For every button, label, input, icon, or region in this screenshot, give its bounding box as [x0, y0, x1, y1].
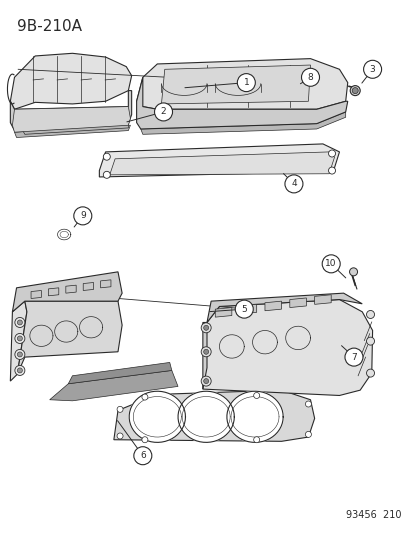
Circle shape — [142, 394, 147, 400]
Circle shape — [201, 376, 211, 386]
Polygon shape — [202, 300, 372, 395]
Polygon shape — [140, 112, 345, 134]
Polygon shape — [12, 107, 130, 132]
Circle shape — [142, 437, 147, 443]
Circle shape — [351, 87, 357, 94]
Polygon shape — [264, 301, 281, 311]
Circle shape — [328, 150, 335, 157]
Circle shape — [305, 431, 311, 438]
Polygon shape — [136, 77, 347, 129]
Circle shape — [74, 207, 92, 225]
Circle shape — [17, 352, 22, 357]
Circle shape — [237, 74, 255, 92]
Polygon shape — [17, 301, 122, 374]
Text: 6: 6 — [140, 451, 145, 460]
Polygon shape — [23, 124, 128, 134]
Circle shape — [366, 310, 374, 319]
Circle shape — [203, 349, 208, 354]
Circle shape — [363, 60, 381, 78]
Polygon shape — [100, 280, 111, 288]
Text: 9: 9 — [80, 212, 85, 220]
Circle shape — [301, 68, 319, 86]
Circle shape — [321, 255, 339, 273]
Polygon shape — [66, 285, 76, 293]
Polygon shape — [161, 65, 310, 104]
Circle shape — [103, 171, 110, 179]
Polygon shape — [31, 290, 41, 298]
Circle shape — [235, 300, 253, 318]
Text: 4: 4 — [290, 180, 296, 188]
Polygon shape — [109, 152, 334, 175]
Circle shape — [366, 369, 374, 377]
Circle shape — [201, 347, 211, 357]
Circle shape — [103, 153, 110, 160]
Circle shape — [201, 323, 211, 333]
Circle shape — [349, 268, 357, 276]
Polygon shape — [10, 53, 131, 109]
Text: 1: 1 — [243, 78, 249, 87]
Polygon shape — [83, 282, 93, 290]
Polygon shape — [12, 272, 122, 312]
Circle shape — [15, 334, 25, 343]
Text: 8: 8 — [307, 73, 313, 82]
Polygon shape — [50, 370, 178, 401]
Circle shape — [203, 378, 208, 384]
Polygon shape — [202, 322, 206, 389]
Polygon shape — [240, 304, 256, 314]
Text: 93456  210: 93456 210 — [345, 510, 401, 520]
Polygon shape — [10, 301, 27, 381]
Polygon shape — [178, 391, 234, 442]
Circle shape — [253, 392, 259, 399]
Circle shape — [344, 348, 362, 366]
Circle shape — [305, 401, 311, 407]
Text: 10: 10 — [325, 260, 336, 268]
Circle shape — [366, 337, 374, 345]
Circle shape — [15, 318, 25, 327]
Circle shape — [284, 175, 302, 193]
Circle shape — [117, 433, 123, 439]
Polygon shape — [206, 293, 361, 322]
Circle shape — [328, 167, 335, 174]
Polygon shape — [68, 362, 171, 384]
Circle shape — [17, 368, 22, 373]
Polygon shape — [289, 298, 306, 308]
Polygon shape — [215, 308, 231, 317]
Circle shape — [17, 336, 22, 341]
Polygon shape — [99, 144, 339, 177]
Polygon shape — [136, 59, 347, 109]
Circle shape — [253, 437, 259, 443]
Text: 2: 2 — [160, 108, 166, 116]
Circle shape — [154, 103, 172, 121]
Circle shape — [203, 325, 208, 330]
Polygon shape — [48, 288, 59, 296]
Text: 5: 5 — [241, 305, 247, 313]
Circle shape — [17, 320, 22, 325]
Circle shape — [15, 366, 25, 375]
Polygon shape — [226, 391, 282, 442]
Circle shape — [117, 406, 123, 413]
Polygon shape — [114, 390, 314, 441]
Polygon shape — [10, 91, 131, 131]
Text: 3: 3 — [369, 65, 375, 74]
Circle shape — [15, 350, 25, 359]
Polygon shape — [14, 125, 130, 138]
Circle shape — [349, 86, 359, 95]
Polygon shape — [129, 391, 185, 442]
Polygon shape — [314, 295, 330, 304]
Text: 9B-210A: 9B-210A — [17, 19, 81, 34]
Text: 7: 7 — [350, 353, 356, 361]
Circle shape — [133, 447, 152, 465]
